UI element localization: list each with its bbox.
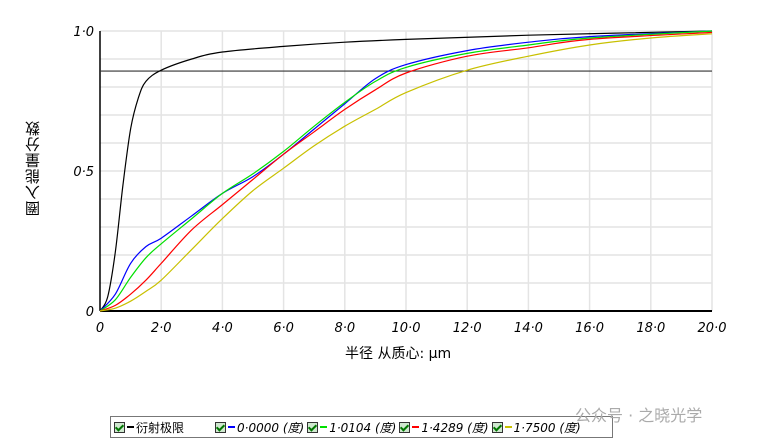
x-tick-label: 8·0 [334,321,355,336]
checkbox-icon[interactable] [491,421,503,433]
legend-item[interactable]: 1·7500 (度) [491,419,581,436]
legend: 衍射极限 0·0000 (度) 1·0104 (度) 1·4289 (度) 1·7500… [110,416,613,438]
series-line-0 [99,30,713,312]
legend-swatch [228,426,236,428]
x-tick-label: 2·0 [151,321,172,336]
legend-item[interactable]: 1·4289 (度) [399,419,489,436]
series-line-3 [99,31,713,312]
x-tick-label: 12·0 [453,321,482,336]
legend-item[interactable]: 0·0000 (度) [215,419,304,436]
x-tick-label: 6·0 [273,321,294,336]
legend-label: 1·7500 (度) [513,420,581,435]
checkbox-icon[interactable] [307,421,319,433]
series-line-2 [99,30,713,312]
x-axis-label: 半径 从质心: μm [345,346,452,362]
legend-label: 1·0104 (度) [329,420,397,435]
y-tick-label: 0 [86,305,94,320]
legend-label: 衍射极限 [136,420,185,435]
legend-swatch [504,426,512,428]
watermark: 公众号 · 之晓光学 [575,406,703,425]
y-tick-label: 1·0 [73,25,94,40]
x-tick-label: 14·0 [514,321,543,336]
x-tick-label: 16·0 [575,321,604,336]
x-tick-label: 4·0 [212,321,233,336]
legend-item[interactable]: 衍射极限 [114,419,184,436]
checkbox-icon[interactable] [215,421,227,433]
series-line-4 [99,33,713,312]
legend-swatch [320,426,328,428]
legend-swatch [412,426,420,428]
y-axis-label: 圈入能量分数 [24,120,42,216]
x-tick-label: 0 [96,321,104,336]
x-tick-label: 18·0 [636,321,665,336]
legend-swatch [127,426,134,428]
checkbox-icon[interactable] [114,421,125,433]
legend-label: 1·4289 (度) [421,420,489,435]
encircled-energy-chart: 0 2·0 4·0 6·0 8·0 10·0 12·0 14·0 16·0 18·0 20·0 0 0·… [73,25,727,336]
legend-item[interactable]: 1·0104 (度) [307,419,396,436]
x-tick-label: 20·0 [698,321,727,336]
checkbox-icon[interactable] [399,421,411,433]
x-tick-label: 10·0 [392,321,421,336]
legend-label: 0·0000 (度) [237,420,305,435]
y-tick-label: 0·5 [73,165,94,180]
